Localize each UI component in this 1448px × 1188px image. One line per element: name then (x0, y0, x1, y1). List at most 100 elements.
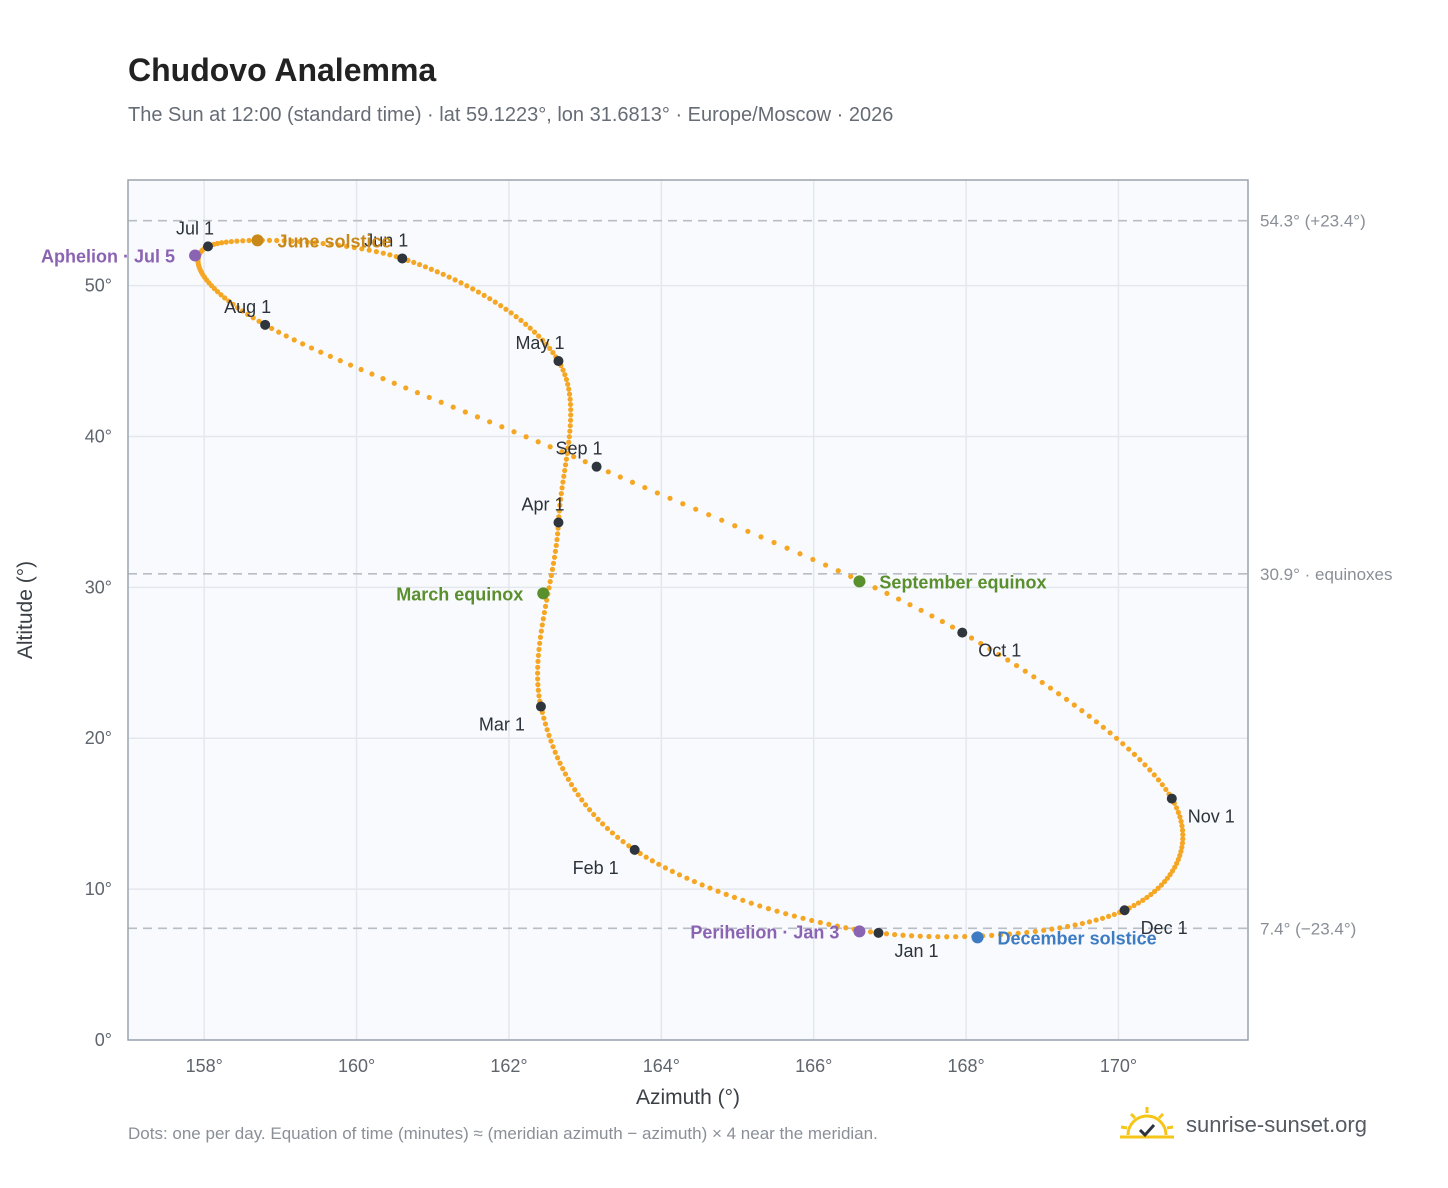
daily-dot (1071, 702, 1077, 708)
daily-dot (336, 242, 342, 248)
chart-subtitle: The Sun at 12:00 (standard time) · lat 5… (128, 104, 894, 126)
daily-dot (513, 314, 519, 320)
daily-dot (239, 308, 246, 314)
daily-dot (892, 931, 898, 938)
daily-dot (274, 237, 280, 244)
daily-dot (562, 771, 569, 777)
month-marker (535, 701, 546, 712)
daily-dot (774, 908, 780, 914)
event-marker (853, 925, 866, 938)
daily-dot (499, 424, 505, 430)
footnote: Dots: one per day. Equation of time (min… (128, 1124, 878, 1143)
daily-dot (895, 596, 902, 602)
daily-dot (662, 865, 669, 871)
daily-dot (552, 548, 559, 554)
daily-dot (595, 816, 601, 822)
daily-dot (571, 454, 577, 460)
month-label: Aug 1 (224, 297, 271, 317)
daily-dot (1055, 691, 1062, 697)
daily-dot (1142, 762, 1148, 768)
daily-dot (562, 372, 568, 378)
daily-dot (256, 318, 262, 324)
brand[interactable]: sunrise-sunset.org (1118, 1100, 1367, 1150)
x-tick-label: 166° (795, 1056, 832, 1076)
daily-dot (312, 240, 318, 246)
reference-line-label: 30.9° · equinoxes (1260, 565, 1393, 584)
daily-dot (308, 345, 315, 351)
x-tick-label: 160° (338, 1056, 375, 1076)
daily-dot (542, 721, 549, 727)
daily-dot (1177, 852, 1183, 859)
daily-dot (676, 872, 683, 878)
daily-dot (748, 900, 754, 906)
daily-dot (691, 878, 698, 885)
daily-dot (1024, 929, 1030, 936)
daily-dot (503, 306, 509, 312)
x-tick-label: 164° (643, 1056, 680, 1076)
chart-title: Chudovo Analemma (128, 52, 437, 88)
daily-dot (883, 931, 890, 937)
daily-dot (561, 473, 567, 479)
daily-dot (549, 566, 556, 572)
daily-dot (560, 367, 566, 373)
daily-dot (1113, 735, 1120, 741)
daily-dot (266, 237, 273, 243)
daily-dot (487, 419, 493, 425)
daily-dot (1105, 913, 1112, 919)
daily-dot (523, 434, 529, 440)
daily-dot (434, 269, 440, 275)
daily-dot (719, 517, 725, 523)
daily-dot (1167, 872, 1173, 878)
daily-dot (693, 506, 699, 512)
daily-dot (1032, 928, 1038, 935)
daily-dot (411, 259, 417, 266)
daily-dot (300, 341, 306, 347)
daily-dot (328, 241, 334, 247)
daily-dot (552, 749, 558, 755)
daily-dot (997, 932, 1004, 938)
daily-dot (540, 616, 546, 622)
daily-dot (1178, 818, 1184, 824)
daily-dot (276, 329, 282, 335)
daily-dot (403, 385, 409, 391)
reference-line-label: 7.4° (−23.4°) (1260, 919, 1356, 938)
daily-dot (358, 366, 364, 373)
daily-dot (492, 299, 498, 305)
daily-dot (1174, 860, 1180, 866)
daily-dot (1072, 922, 1078, 928)
daily-dot (369, 371, 375, 377)
daily-dot (987, 646, 993, 652)
daily-dot (535, 670, 541, 676)
daily-dot (550, 560, 557, 566)
daily-dot (554, 755, 561, 761)
daily-dot (615, 834, 621, 840)
daily-dot (559, 449, 565, 455)
daily-dot (567, 401, 574, 408)
daily-dot (373, 249, 379, 255)
month-marker (1119, 905, 1130, 916)
daily-dot (475, 289, 482, 295)
daily-dot (535, 676, 541, 682)
month-label: Jun 1 (364, 230, 408, 250)
daily-dot (771, 539, 777, 546)
daily-dot (535, 664, 541, 670)
month-marker (957, 627, 968, 638)
daily-dot (240, 238, 246, 244)
daily-dot (464, 283, 470, 289)
daily-dot (462, 409, 468, 415)
daily-dot (784, 545, 790, 551)
daily-dot (481, 292, 487, 298)
event-marker (189, 249, 202, 262)
daily-dot (684, 875, 690, 881)
daily-dot (939, 618, 945, 625)
daily-dot (542, 603, 549, 609)
event-label: Aphelion · Jul 5 (41, 246, 175, 266)
daily-dot (347, 362, 354, 368)
daily-dot (557, 502, 563, 508)
daily-dot (283, 333, 289, 339)
daily-dot (535, 658, 541, 664)
daily-dot (642, 484, 648, 491)
daily-dot (541, 715, 547, 721)
daily-dot (426, 394, 432, 401)
daily-dot (550, 744, 556, 750)
